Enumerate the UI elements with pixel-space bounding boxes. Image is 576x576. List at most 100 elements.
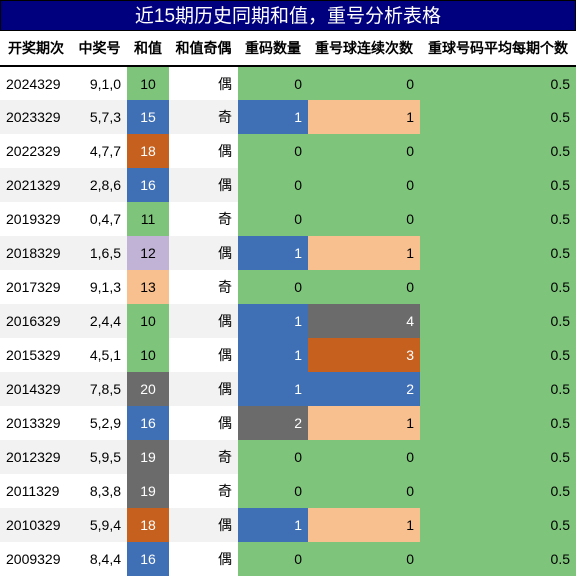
cell-repeat-count: 1 bbox=[238, 338, 308, 372]
cell-parity: 奇 bbox=[169, 440, 238, 474]
cell-winning-numbers: 5,2,9 bbox=[72, 406, 127, 440]
cell-repeat-streak: 0 bbox=[308, 270, 420, 304]
header-sum: 和值 bbox=[127, 31, 169, 67]
cell-repeat-streak: 4 bbox=[308, 304, 420, 338]
cell-parity: 奇 bbox=[169, 100, 238, 134]
cell-sum: 16 bbox=[127, 406, 169, 440]
cell-avg-per-draw: 0.5 bbox=[420, 202, 576, 236]
cell-avg-per-draw: 0.5 bbox=[420, 508, 576, 542]
cell-repeat-streak: 2 bbox=[308, 372, 420, 406]
cell-parity: 奇 bbox=[169, 270, 238, 304]
cell-parity: 偶 bbox=[169, 134, 238, 168]
cell-repeat-count: 0 bbox=[238, 440, 308, 474]
cell-repeat-streak: 1 bbox=[308, 100, 420, 134]
table-row: 2024329 9,1,0 10 偶 0 0 0.5 bbox=[0, 66, 576, 100]
cell-repeat-streak: 0 bbox=[308, 168, 420, 202]
cell-sum: 10 bbox=[127, 66, 169, 100]
cell-winning-numbers: 2,4,4 bbox=[72, 304, 127, 338]
cell-avg-per-draw: 0.5 bbox=[420, 440, 576, 474]
cell-parity: 奇 bbox=[169, 474, 238, 508]
table-row: 2016329 2,4,4 10 偶 1 4 0.5 bbox=[0, 304, 576, 338]
cell-avg-per-draw: 0.5 bbox=[420, 304, 576, 338]
cell-parity: 奇 bbox=[169, 202, 238, 236]
cell-repeat-count: 2 bbox=[238, 406, 308, 440]
cell-repeat-streak: 0 bbox=[308, 440, 420, 474]
cell-avg-per-draw: 0.5 bbox=[420, 236, 576, 270]
cell-parity: 偶 bbox=[169, 406, 238, 440]
header-row: 开奖期次 中奖号 和值 和值奇偶 重码数量 重号球连续次数 重球号码平均每期个数 bbox=[0, 31, 576, 67]
cell-sum: 19 bbox=[127, 474, 169, 508]
cell-sum: 20 bbox=[127, 372, 169, 406]
header-avg: 重球号码平均每期个数 bbox=[420, 31, 576, 67]
cell-avg-per-draw: 0.5 bbox=[420, 474, 576, 508]
cell-repeat-count: 1 bbox=[238, 508, 308, 542]
cell-sum: 15 bbox=[127, 100, 169, 134]
header-streak: 重号球连续次数 bbox=[308, 31, 420, 67]
cell-sum: 18 bbox=[127, 508, 169, 542]
table-row: 2022329 4,7,7 18 偶 0 0 0.5 bbox=[0, 134, 576, 168]
table-row: 2019329 0,4,7 11 奇 0 0 0.5 bbox=[0, 202, 576, 236]
table-row: 2023329 5,7,3 15 奇 1 1 0.5 bbox=[0, 100, 576, 134]
cell-sum: 16 bbox=[127, 542, 169, 576]
cell-date: 2019329 bbox=[0, 202, 72, 236]
cell-avg-per-draw: 0.5 bbox=[420, 100, 576, 134]
cell-repeat-streak: 0 bbox=[308, 202, 420, 236]
cell-sum: 11 bbox=[127, 202, 169, 236]
cell-parity: 偶 bbox=[169, 304, 238, 338]
cell-winning-numbers: 4,7,7 bbox=[72, 134, 127, 168]
cell-winning-numbers: 5,9,5 bbox=[72, 440, 127, 474]
cell-sum: 10 bbox=[127, 304, 169, 338]
cell-repeat-streak: 0 bbox=[308, 474, 420, 508]
table-row: 2010329 5,9,4 18 偶 1 1 0.5 bbox=[0, 508, 576, 542]
table-row: 2015329 4,5,1 10 偶 1 3 0.5 bbox=[0, 338, 576, 372]
cell-repeat-streak: 3 bbox=[308, 338, 420, 372]
cell-date: 2022329 bbox=[0, 134, 72, 168]
cell-repeat-count: 0 bbox=[238, 134, 308, 168]
header-parity: 和值奇偶 bbox=[169, 31, 238, 67]
cell-sum: 19 bbox=[127, 440, 169, 474]
header-count: 重码数量 bbox=[238, 31, 308, 67]
cell-parity: 偶 bbox=[169, 508, 238, 542]
cell-date: 2012329 bbox=[0, 440, 72, 474]
cell-repeat-count: 0 bbox=[238, 202, 308, 236]
cell-avg-per-draw: 0.5 bbox=[420, 270, 576, 304]
cell-parity: 偶 bbox=[169, 236, 238, 270]
cell-sum: 13 bbox=[127, 270, 169, 304]
cell-date: 2023329 bbox=[0, 100, 72, 134]
cell-sum: 12 bbox=[127, 236, 169, 270]
cell-repeat-count: 1 bbox=[238, 100, 308, 134]
cell-repeat-count: 1 bbox=[238, 304, 308, 338]
cell-winning-numbers: 9,1,3 bbox=[72, 270, 127, 304]
cell-repeat-count: 1 bbox=[238, 236, 308, 270]
cell-repeat-streak: 0 bbox=[308, 66, 420, 100]
cell-repeat-streak: 1 bbox=[308, 406, 420, 440]
cell-repeat-streak: 1 bbox=[308, 508, 420, 542]
cell-parity: 偶 bbox=[169, 338, 238, 372]
table-row: 2014329 7,8,5 20 偶 1 2 0.5 bbox=[0, 372, 576, 406]
cell-repeat-count: 0 bbox=[238, 66, 308, 100]
cell-date: 2014329 bbox=[0, 372, 72, 406]
cell-repeat-count: 0 bbox=[238, 270, 308, 304]
cell-date: 2010329 bbox=[0, 508, 72, 542]
cell-date: 2013329 bbox=[0, 406, 72, 440]
cell-avg-per-draw: 0.5 bbox=[420, 66, 576, 100]
cell-winning-numbers: 5,7,3 bbox=[72, 100, 127, 134]
cell-sum: 18 bbox=[127, 134, 169, 168]
table-row: 2021329 2,8,6 16 偶 0 0 0.5 bbox=[0, 168, 576, 202]
cell-date: 2024329 bbox=[0, 66, 72, 100]
cell-repeat-streak: 0 bbox=[308, 134, 420, 168]
cell-avg-per-draw: 0.5 bbox=[420, 406, 576, 440]
cell-parity: 偶 bbox=[169, 66, 238, 100]
cell-winning-numbers: 4,5,1 bbox=[72, 338, 127, 372]
cell-date: 2016329 bbox=[0, 304, 72, 338]
cell-avg-per-draw: 0.5 bbox=[420, 338, 576, 372]
analysis-table: 开奖期次 中奖号 和值 和值奇偶 重码数量 重号球连续次数 重球号码平均每期个数… bbox=[0, 31, 576, 576]
cell-parity: 偶 bbox=[169, 168, 238, 202]
cell-winning-numbers: 8,4,4 bbox=[72, 542, 127, 576]
cell-avg-per-draw: 0.5 bbox=[420, 372, 576, 406]
table-row: 2011329 8,3,8 19 奇 0 0 0.5 bbox=[0, 474, 576, 508]
cell-date: 2017329 bbox=[0, 270, 72, 304]
cell-avg-per-draw: 0.5 bbox=[420, 134, 576, 168]
cell-repeat-count: 1 bbox=[238, 372, 308, 406]
